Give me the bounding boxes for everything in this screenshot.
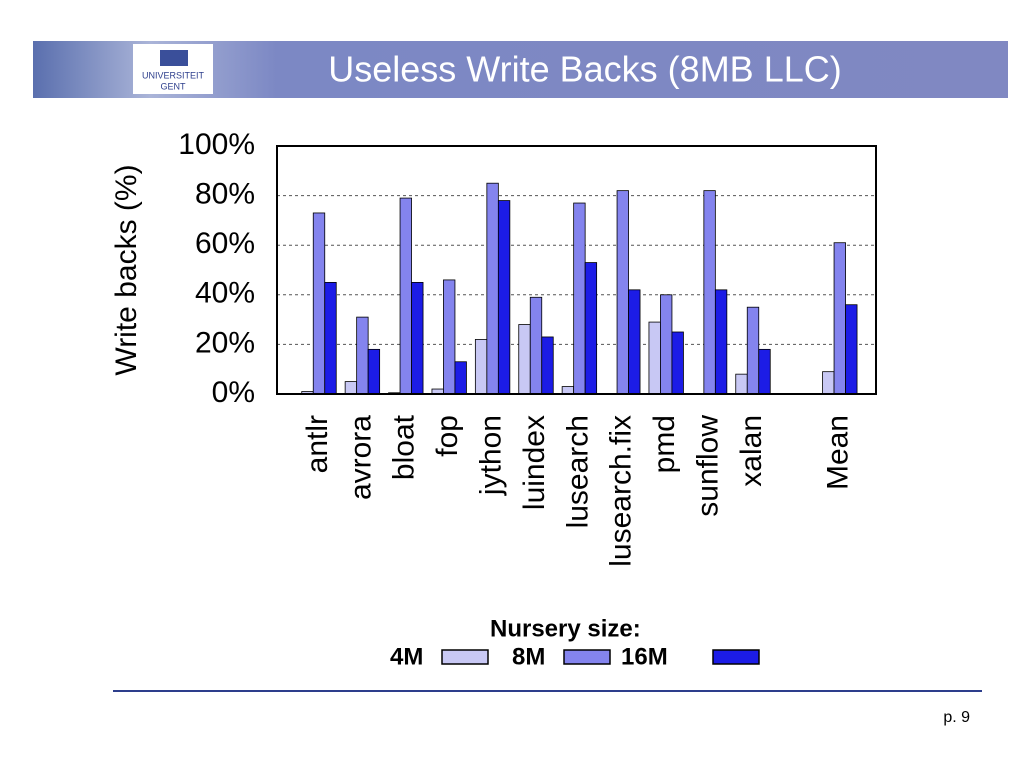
bar <box>443 279 456 395</box>
bar <box>671 331 684 395</box>
bar <box>344 381 358 395</box>
bar <box>312 212 326 395</box>
legend-swatch <box>563 649 611 665</box>
bar <box>324 281 337 395</box>
bar <box>822 371 835 395</box>
x-tick-label: xalan <box>735 415 768 487</box>
bar <box>474 339 488 395</box>
legend-label: 4M <box>390 643 423 670</box>
bar <box>703 190 716 395</box>
logo-text: GENT <box>160 81 186 91</box>
legend-label: 8M <box>512 643 545 670</box>
bar <box>518 324 531 395</box>
bar <box>616 190 629 395</box>
y-tick-label: 20% <box>195 326 255 359</box>
bar <box>454 361 467 395</box>
x-tick-label: pmd <box>648 415 681 473</box>
bar <box>411 281 424 395</box>
bar <box>758 348 771 395</box>
bar <box>714 289 728 395</box>
bar <box>356 316 369 395</box>
legend-swatch <box>712 649 760 665</box>
bar <box>746 306 760 395</box>
x-tick-label: luindex <box>518 415 551 510</box>
bar <box>573 202 586 395</box>
y-tick-label: 100% <box>178 128 255 161</box>
y-tick-label: 0% <box>212 376 255 409</box>
x-tick-label: lusearch <box>561 415 594 528</box>
bar <box>367 348 381 395</box>
bar <box>399 197 412 395</box>
legend-label: 16M <box>621 643 668 670</box>
bar <box>735 373 748 395</box>
bar <box>845 304 858 395</box>
bar <box>833 242 846 395</box>
y-tick-label: 80% <box>195 178 255 211</box>
page-number: p. 9 <box>943 709 970 726</box>
bar <box>561 386 575 395</box>
bar <box>648 321 661 395</box>
bar <box>628 289 641 395</box>
logo-icon <box>160 50 188 66</box>
x-tick-label: avrora <box>344 415 377 500</box>
bar <box>486 182 499 395</box>
x-tick-label: lusearch.fix <box>605 415 638 567</box>
x-tick-label: sunflow <box>692 415 725 517</box>
x-tick-label: fop <box>431 415 464 457</box>
plot-frame <box>276 145 877 395</box>
y-axis-title: Write backs (%) <box>110 164 143 375</box>
bar <box>584 262 598 395</box>
x-tick-label: jython <box>475 415 508 496</box>
bar <box>529 296 543 395</box>
x-tick-label: antlr <box>301 415 334 473</box>
bar <box>660 294 673 395</box>
y-tick-label: 40% <box>195 277 255 310</box>
legend-swatch <box>441 649 489 665</box>
x-tick-label: Mean <box>822 415 855 490</box>
slide-title: Useless Write Backs (8MB LLC) <box>328 49 841 90</box>
logo-text: UNIVERSITEIT <box>142 70 205 80</box>
legend-title: Nursery size: <box>490 615 641 642</box>
bar <box>497 200 511 395</box>
bar <box>541 336 554 395</box>
y-tick-label: 60% <box>195 227 255 260</box>
x-tick-label: bloat <box>388 414 421 480</box>
